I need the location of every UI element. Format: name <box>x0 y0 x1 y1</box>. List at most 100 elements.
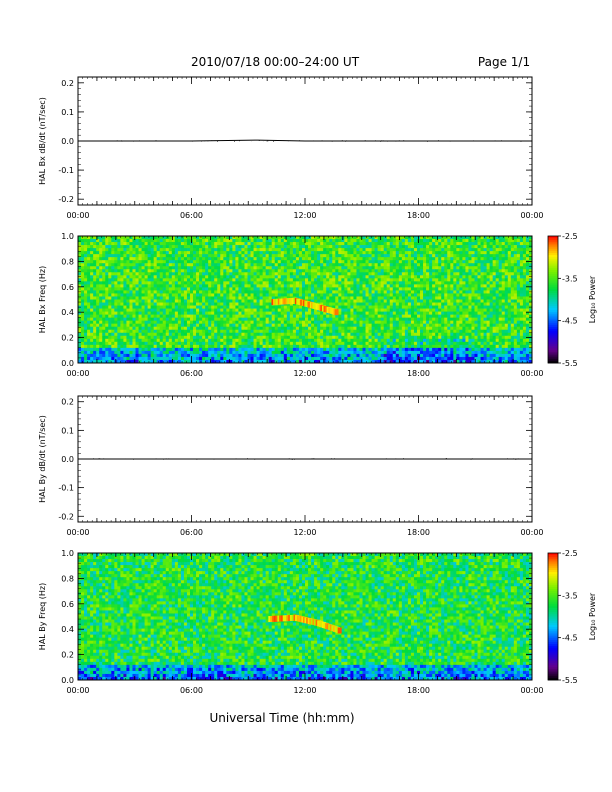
spectrogram-cell <box>444 236 447 239</box>
spectrogram-cell <box>114 248 117 251</box>
spectrogram-cell <box>405 312 408 315</box>
spectrogram-cell <box>411 293 414 296</box>
spectrogram-cell <box>359 275 362 278</box>
spectrogram-cell <box>108 266 111 269</box>
spectrogram-cell <box>142 254 145 257</box>
spectrogram-cell <box>160 324 163 327</box>
spectrogram-cell <box>432 296 435 299</box>
spectrogram-cell <box>190 269 193 272</box>
spectrogram-cell <box>220 284 223 287</box>
spectrogram-cell <box>429 300 432 303</box>
spectrogram-cell <box>481 248 484 251</box>
spectrogram-cell <box>420 284 423 287</box>
spectrogram-cell <box>474 290 477 293</box>
spectrogram-cell <box>420 293 423 296</box>
spectrogram-cell <box>499 293 502 296</box>
spectrogram-cell <box>423 275 426 278</box>
spectrogram-cell <box>499 281 502 284</box>
spectrogram-cell <box>266 315 269 318</box>
spectrogram-cell <box>505 254 508 257</box>
spectrogram-cell <box>293 266 296 269</box>
spectrogram-cell <box>247 275 250 278</box>
spectrogram-cell <box>375 242 378 245</box>
spectrogram-cell <box>281 248 284 251</box>
spectrogram-cell <box>378 321 381 324</box>
spectrogram-cell <box>505 242 508 245</box>
spectrogram-cell <box>474 254 477 257</box>
spectrogram-cell <box>105 275 108 278</box>
spectrogram-cell <box>287 266 290 269</box>
spectrogram-cell <box>481 303 484 306</box>
spectrogram-cell <box>235 245 238 248</box>
spectrogram-cell <box>435 272 438 275</box>
spectrogram-cell <box>474 318 477 321</box>
spectrogram-cell <box>356 303 359 306</box>
spectrogram-cell <box>317 296 320 299</box>
spectrogram-cell <box>517 236 520 239</box>
spectrogram-cell <box>465 321 468 324</box>
spectrogram-cell <box>241 236 244 239</box>
spectrogram-cell <box>408 321 411 324</box>
spectrogram-cell <box>468 293 471 296</box>
spectrogram-cell <box>481 245 484 248</box>
spectrogram-cell <box>238 254 241 257</box>
spectrogram-cell <box>462 324 465 327</box>
spectrogram-cell <box>169 251 172 254</box>
spectrogram-cell <box>314 318 317 321</box>
spectrogram-cell <box>148 324 151 327</box>
spectrogram-cell <box>496 300 499 303</box>
spectrogram-cell <box>129 275 132 278</box>
spectrogram-cell <box>114 251 117 254</box>
spectrogram-cell <box>474 263 477 266</box>
spectrogram-cell <box>335 293 338 296</box>
spectrogram-cell <box>487 242 490 245</box>
spectrogram-cell <box>254 251 257 254</box>
spectrogram-cell <box>111 290 114 293</box>
spectrogram-cell <box>478 287 481 290</box>
spectrogram-cell <box>311 269 314 272</box>
spectrogram-cell <box>359 242 362 245</box>
spectrogram-cell <box>499 290 502 293</box>
spectrogram-cell <box>260 296 263 299</box>
spectrogram-cell <box>102 242 105 245</box>
spectrogram-cell <box>142 236 145 239</box>
spectrogram-cell <box>251 296 254 299</box>
spectrogram-cell <box>90 300 93 303</box>
spectrogram-cell <box>260 309 263 312</box>
spectrogram-cell <box>226 242 229 245</box>
spectrogram-cell <box>329 260 332 263</box>
spectrogram-cell <box>523 309 526 312</box>
spectrogram-cell <box>332 254 335 257</box>
spectrogram-cell <box>205 296 208 299</box>
spectrogram-cell <box>84 281 87 284</box>
spectrogram-cell <box>157 269 160 272</box>
spectrogram-cell <box>302 290 305 293</box>
spectrogram-cell <box>93 245 96 248</box>
spectrogram-cell <box>414 245 417 248</box>
spectrogram-cell <box>96 315 99 318</box>
spectrogram-cell <box>148 293 151 296</box>
spectrogram-cell <box>363 321 366 324</box>
spectrogram-cell <box>514 290 517 293</box>
spectrogram-cell <box>108 327 111 330</box>
spectrogram-cell <box>263 278 266 281</box>
spectrogram-cell <box>493 242 496 245</box>
spectrogram-cell <box>296 290 299 293</box>
spectrogram-cell <box>411 239 414 242</box>
spectrogram-cell <box>417 312 420 315</box>
spectrogram-cell <box>290 236 293 239</box>
spectrogram-cell <box>238 321 241 324</box>
spectrogram-cell <box>468 266 471 269</box>
spectrogram-cell <box>160 284 163 287</box>
spectrogram-cell <box>129 272 132 275</box>
spectrogram-cell <box>202 318 205 321</box>
spectrogram-cell <box>481 309 484 312</box>
spectrogram-cell <box>251 245 254 248</box>
spectrogram-cell <box>96 321 99 324</box>
spectrogram-cell <box>184 287 187 290</box>
spectrogram-cell <box>353 239 356 242</box>
spectrogram-cell <box>420 300 423 303</box>
spectrogram-cell <box>520 318 523 321</box>
spectrogram-cell <box>508 321 511 324</box>
spectrogram-cell <box>96 312 99 315</box>
